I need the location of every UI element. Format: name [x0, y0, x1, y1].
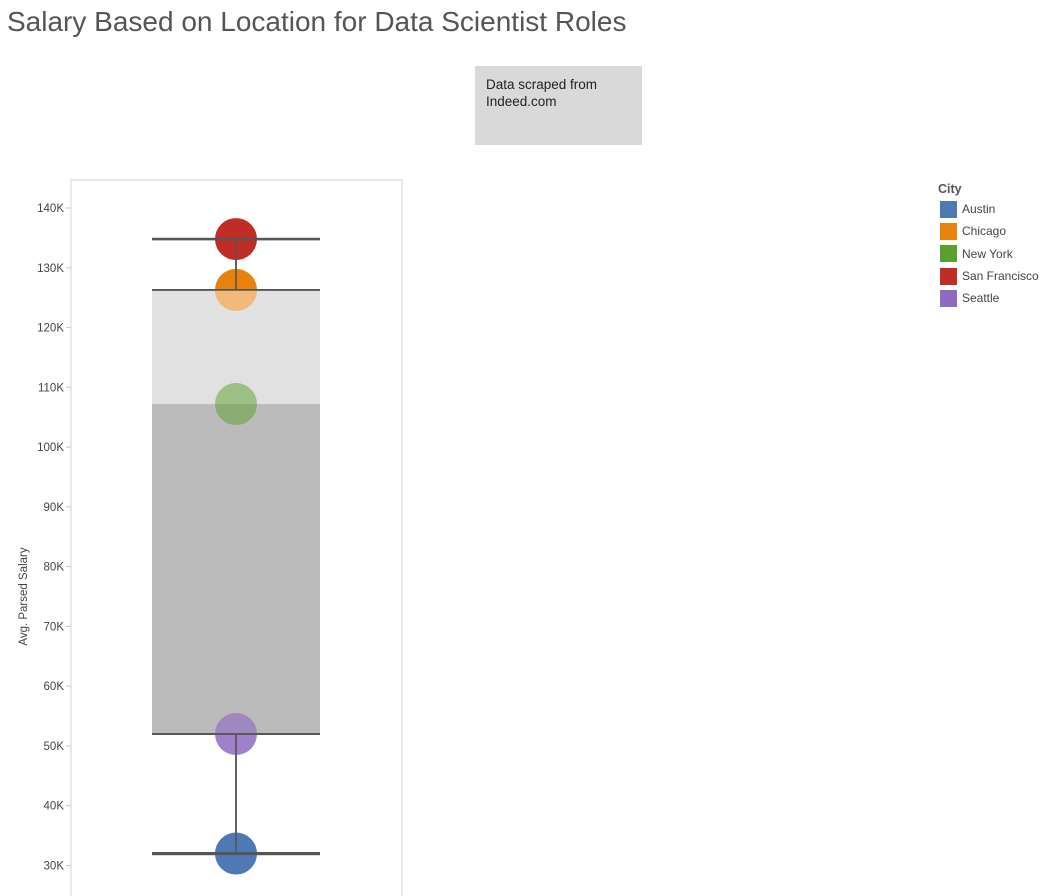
legend-swatch-austin [940, 200, 957, 218]
legend-swatch-new-york [940, 245, 957, 263]
legend-item-austin[interactable]: Austin [938, 198, 1058, 220]
data-points [152, 218, 320, 875]
y-tick-label: 140K [37, 203, 64, 215]
legend-label-san-francisco: San Francisco [962, 269, 1039, 284]
annotation-text: Data scraped from Indeed.com [486, 77, 598, 109]
legend-label-seattle: Seattle [962, 291, 1000, 306]
legend-label-chicago: Chicago [962, 224, 1007, 239]
legend-label-austin: Austin [962, 202, 996, 217]
chart-title: Salary Based on Location for Data Scient… [7, 6, 627, 37]
y-tick-label: 110K [38, 382, 64, 394]
legend-swatch-san-francisco [940, 267, 957, 285]
y-tick-label: 50K [44, 741, 65, 753]
point-seattle-overlay [215, 713, 257, 734]
y-axis: 30K 40K 50K 60K 70K 80K 90K 100K 110K 120K 130K 140… [37, 203, 71, 873]
y-tick-label: 130K [37, 263, 64, 275]
point-chicago-overlay [215, 289, 257, 311]
y-tick-label: 100K [37, 442, 64, 454]
legend-item-new-york[interactable]: New York [938, 243, 1058, 265]
y-axis-label: Avg. Parsed Salary [18, 547, 30, 645]
legend: City Austin Chicago New York San Francis… [938, 182, 1058, 309]
y-tick-label: 30K [44, 861, 65, 873]
legend-item-san-francisco[interactable]: San Francisco [938, 265, 1058, 287]
y-tick-label: 90K [44, 502, 65, 514]
y-tick-label: 120K [37, 323, 64, 335]
legend-item-seattle[interactable]: Seattle [938, 287, 1058, 309]
legend-title: City [938, 182, 962, 196]
y-tick-label: 60K [44, 681, 65, 693]
y-tick-label: 80K [44, 562, 65, 574]
lower-box [152, 404, 320, 734]
legend-label-new-york: New York [962, 246, 1013, 261]
legend-swatch-chicago [940, 222, 957, 240]
y-tick-label: 70K [44, 621, 65, 633]
legend-item-chicago[interactable]: Chicago [938, 220, 1058, 242]
annotation-box: Data scraped from Indeed.com [475, 66, 642, 145]
legend-swatch-seattle [940, 289, 957, 307]
point-new-york [215, 383, 257, 426]
y-tick-label: 40K [44, 801, 65, 813]
